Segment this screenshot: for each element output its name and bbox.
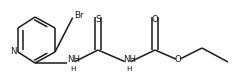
- Text: S: S: [95, 15, 101, 24]
- Text: O: O: [175, 55, 181, 64]
- Text: Br: Br: [74, 11, 83, 20]
- Text: NH: NH: [123, 55, 136, 64]
- Text: NH: NH: [67, 55, 80, 64]
- Text: N: N: [10, 48, 17, 57]
- Text: H: H: [70, 66, 76, 72]
- Text: O: O: [152, 15, 158, 24]
- Text: H: H: [126, 66, 132, 72]
